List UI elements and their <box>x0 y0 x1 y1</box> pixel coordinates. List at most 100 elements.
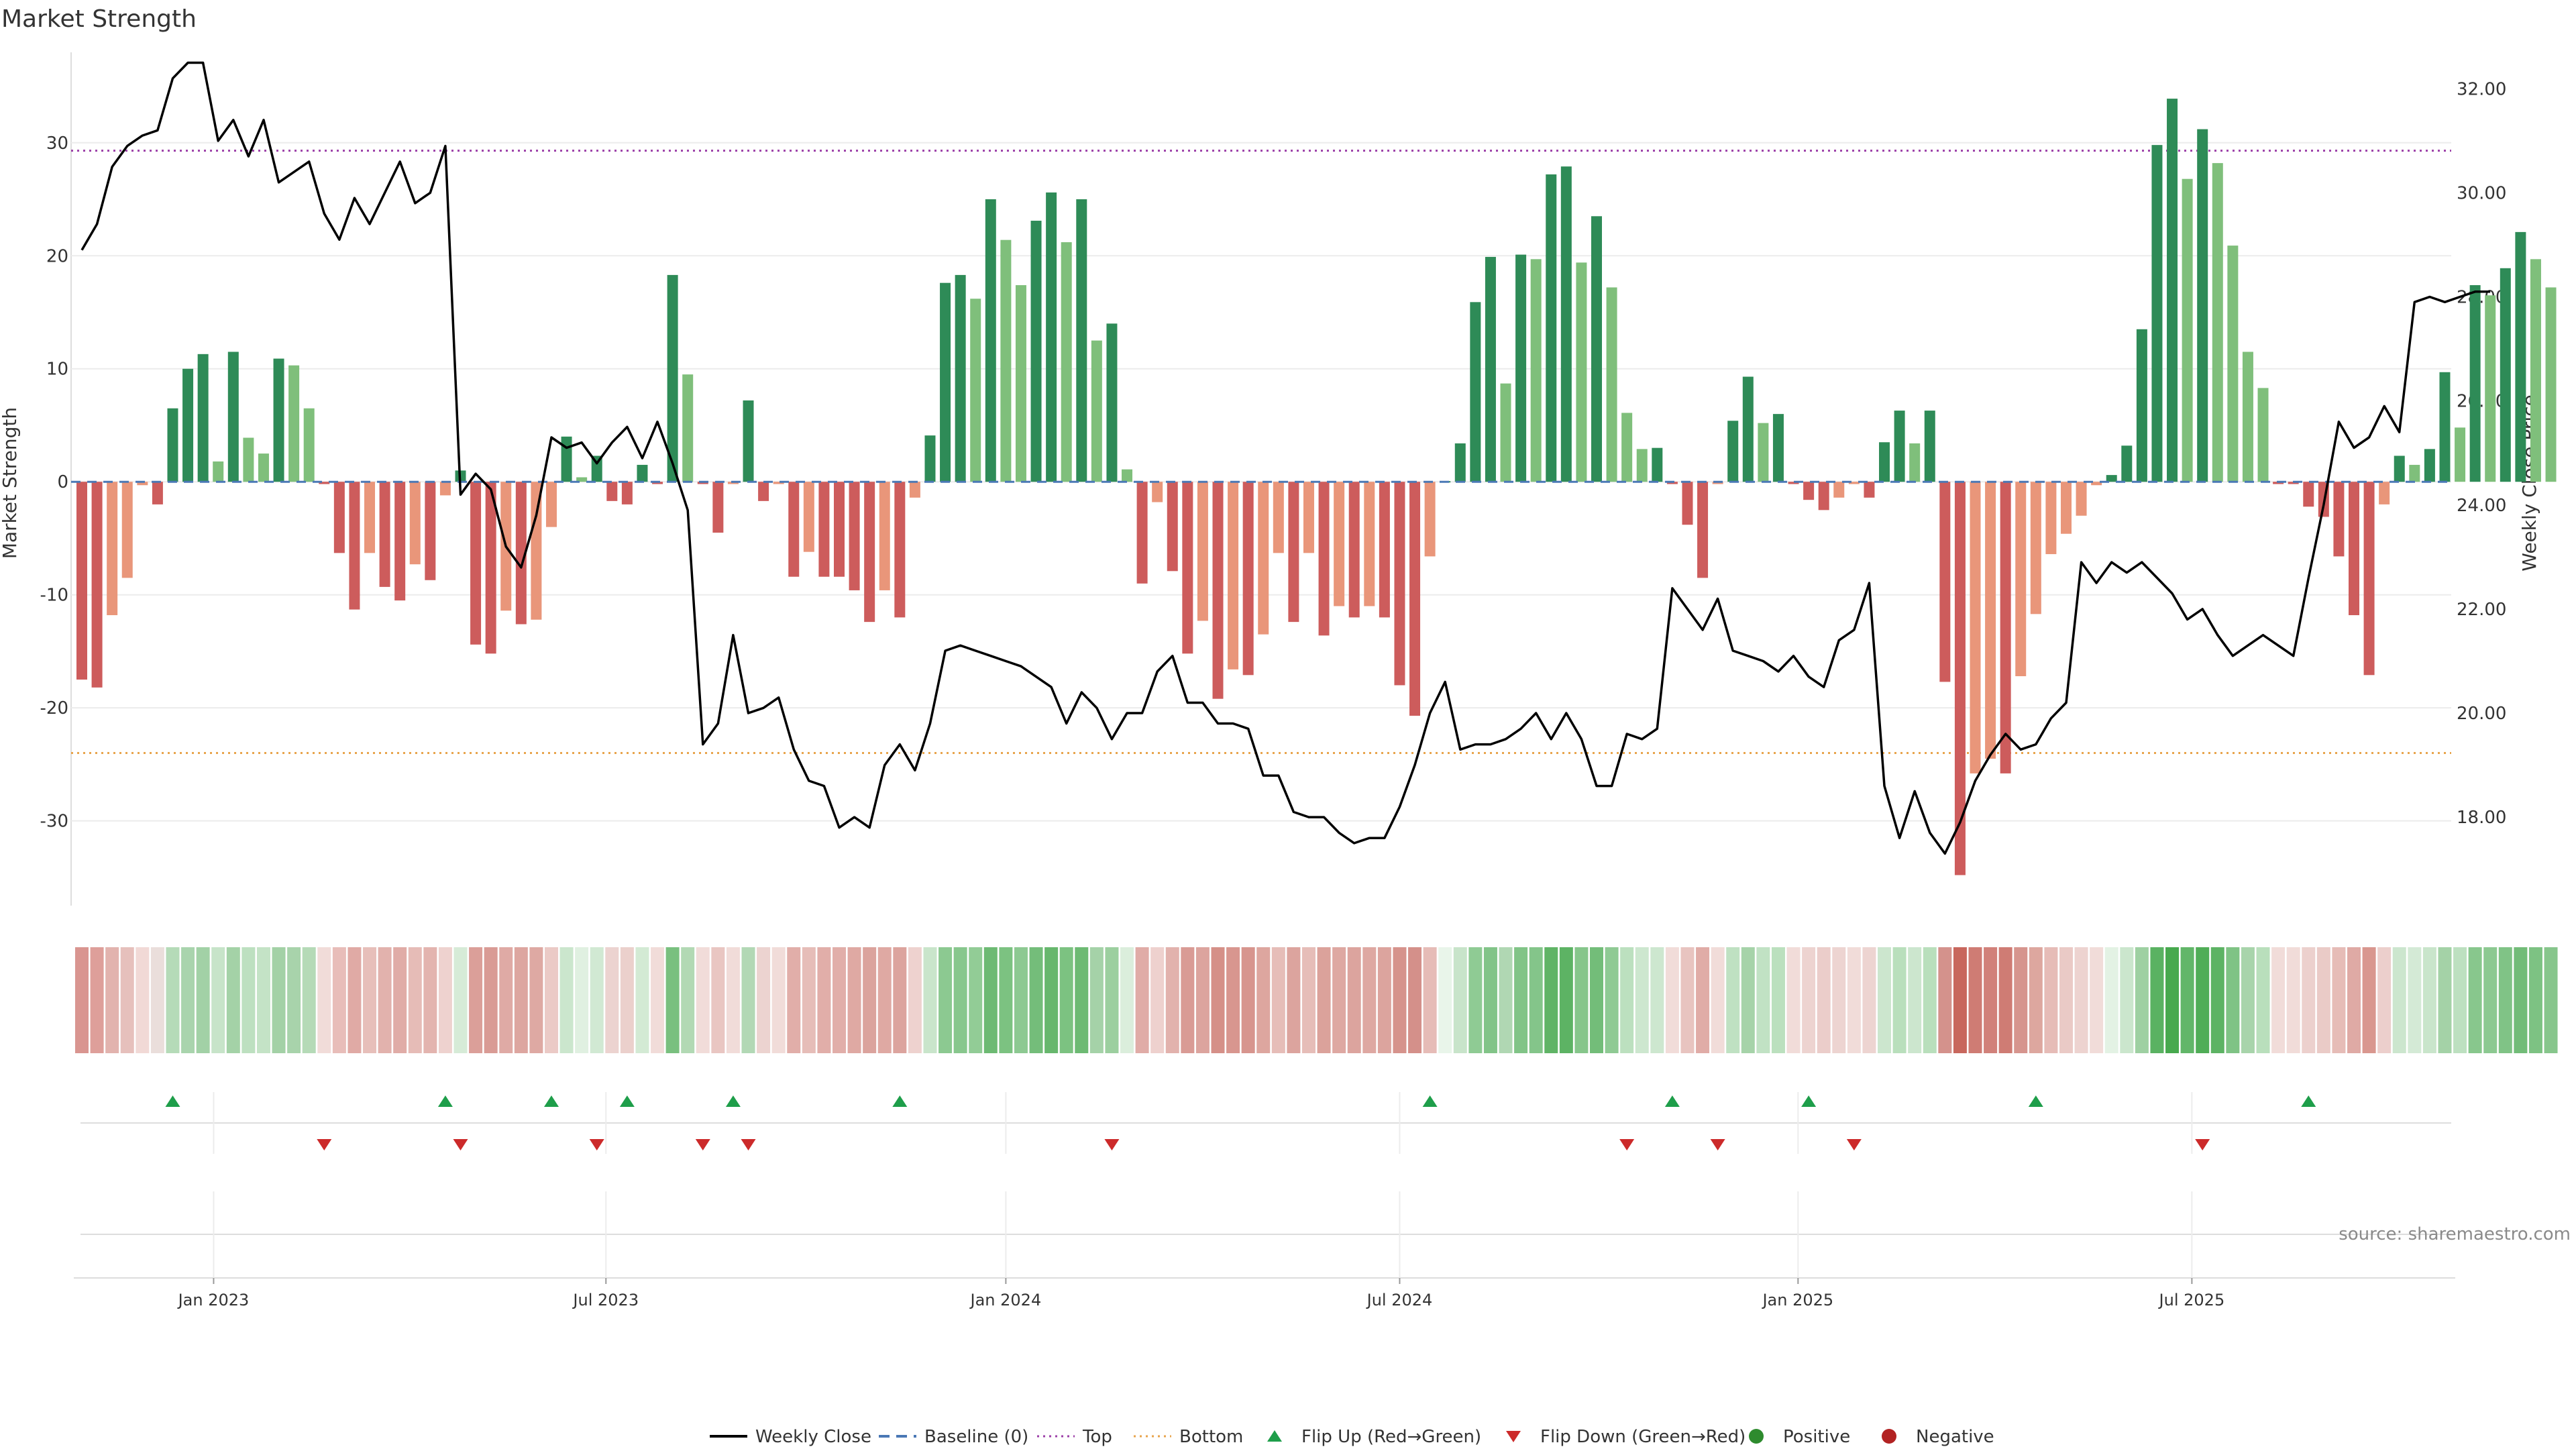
strength-bar <box>379 482 390 587</box>
source-note: source: sharemaestro.com <box>2339 1224 2571 1244</box>
legend-swatch <box>1267 1430 1282 1442</box>
strength-bar <box>970 299 981 482</box>
strength-bar <box>1697 482 1709 578</box>
strength-bar <box>333 482 345 553</box>
strip-cell <box>1332 947 1346 1053</box>
strip-cell <box>211 947 225 1053</box>
strip-cell <box>2408 947 2422 1053</box>
strip-cell <box>1195 947 1210 1053</box>
strength-bar <box>1394 482 1405 686</box>
strength-bar <box>1364 482 1375 606</box>
strength-bar <box>1560 166 1572 482</box>
strip-cell <box>1150 947 1165 1053</box>
flip-down-marker <box>1846 1139 1862 1150</box>
strip-cell <box>2180 947 2194 1053</box>
y-axis-label: Market Strength <box>0 407 21 559</box>
flip-up-marker <box>1664 1095 1680 1107</box>
strength-bar <box>1470 302 1481 482</box>
strip-cell <box>1771 947 1785 1053</box>
strip-cell <box>1923 947 1937 1053</box>
strength-bar <box>1758 423 1769 482</box>
strength-bar <box>1061 242 1072 482</box>
strength-bar <box>303 408 315 482</box>
strength-bar <box>2349 482 2359 616</box>
strength-bar <box>1228 482 1239 669</box>
strength-bar <box>1485 256 1496 482</box>
strip-cell <box>2241 947 2255 1053</box>
y2-tick-label: 20.00 <box>2457 704 2506 724</box>
strength-bar <box>1091 340 1102 482</box>
strength-bar <box>1712 482 1723 484</box>
flip-up-marker <box>1422 1095 1438 1107</box>
strip-cell <box>363 947 377 1053</box>
legend-label: Weekly Close <box>755 1427 871 1447</box>
strength-bar <box>1682 482 1693 525</box>
strength-bar <box>213 461 224 482</box>
strength-bar <box>258 453 269 482</box>
strip-cell <box>1165 947 1179 1053</box>
strip-cell <box>1075 947 1089 1053</box>
strip-cell <box>877 947 892 1053</box>
strip-cell <box>575 947 589 1053</box>
strength-bar <box>712 482 724 533</box>
strength-bar <box>2363 482 2375 676</box>
strip-cell <box>1211 947 1225 1053</box>
strip-cell <box>1271 947 1285 1053</box>
strip-cell <box>514 947 528 1053</box>
flip-down-marker <box>1104 1139 1120 1150</box>
strip-cell <box>983 947 998 1053</box>
strip-cell <box>863 947 877 1053</box>
strength-bar <box>1015 285 1026 482</box>
strip-cell <box>2528 947 2542 1053</box>
strip-cell <box>1711 947 1725 1053</box>
strength-bar <box>652 482 663 484</box>
strip-cell <box>2120 947 2134 1053</box>
y-tick-label: -10 <box>40 586 68 606</box>
strip-cell <box>2483 947 2498 1053</box>
y2-tick-label: 32.00 <box>2457 79 2506 99</box>
strength-bar <box>758 482 769 501</box>
strength-bar <box>1242 482 1254 676</box>
strip-cell <box>1287 947 1301 1053</box>
strip-cell <box>1317 947 1331 1053</box>
flip-up-marker <box>1801 1095 1817 1107</box>
strength-bar <box>894 482 906 618</box>
weekly-close-series <box>80 61 2491 855</box>
strength-bar <box>1864 482 1875 498</box>
strip-cell <box>1241 947 1255 1053</box>
strip-cell <box>771 947 786 1053</box>
strip-cell <box>787 947 801 1053</box>
strength-bar <box>182 368 194 482</box>
y-tick-label: 10 <box>46 360 68 380</box>
strip-cell <box>2362 947 2376 1053</box>
strip-cell <box>1650 947 1664 1053</box>
strength-bar <box>1182 482 1193 654</box>
strength-bar <box>409 482 421 565</box>
strip-cell <box>1968 947 1982 1053</box>
strength-bar <box>909 482 920 498</box>
strip-cell <box>75 947 89 1053</box>
strip-cell <box>272 947 286 1053</box>
strip-cell <box>393 947 407 1053</box>
flip-up-marker <box>2301 1095 2316 1107</box>
strip-cell <box>2059 947 2073 1053</box>
strip-cell <box>2332 947 2346 1053</box>
strip-cell <box>1605 947 1619 1053</box>
strength-bar <box>1454 443 1466 482</box>
legend-item: Flip Down (Green→Red) <box>1506 1427 1746 1447</box>
strength-bar <box>2288 482 2299 484</box>
strength-bar <box>1197 482 1208 621</box>
strip-cell <box>2498 947 2512 1053</box>
strip-cell <box>1802 947 1816 1053</box>
strip-cell <box>726 947 740 1053</box>
strip-cell <box>1181 947 1195 1053</box>
flip-down-marker <box>741 1139 756 1150</box>
strip-cell <box>2392 947 2406 1053</box>
strip-cell <box>2286 947 2300 1053</box>
y-tick-label: -30 <box>40 812 68 832</box>
y2-tick-label: 30.00 <box>2457 183 2506 203</box>
flip-markers-panel <box>74 1092 2455 1279</box>
legend-item: Weekly Close <box>710 1427 871 1447</box>
strip-cell <box>1301 947 1316 1053</box>
strength-bar <box>2545 287 2557 482</box>
